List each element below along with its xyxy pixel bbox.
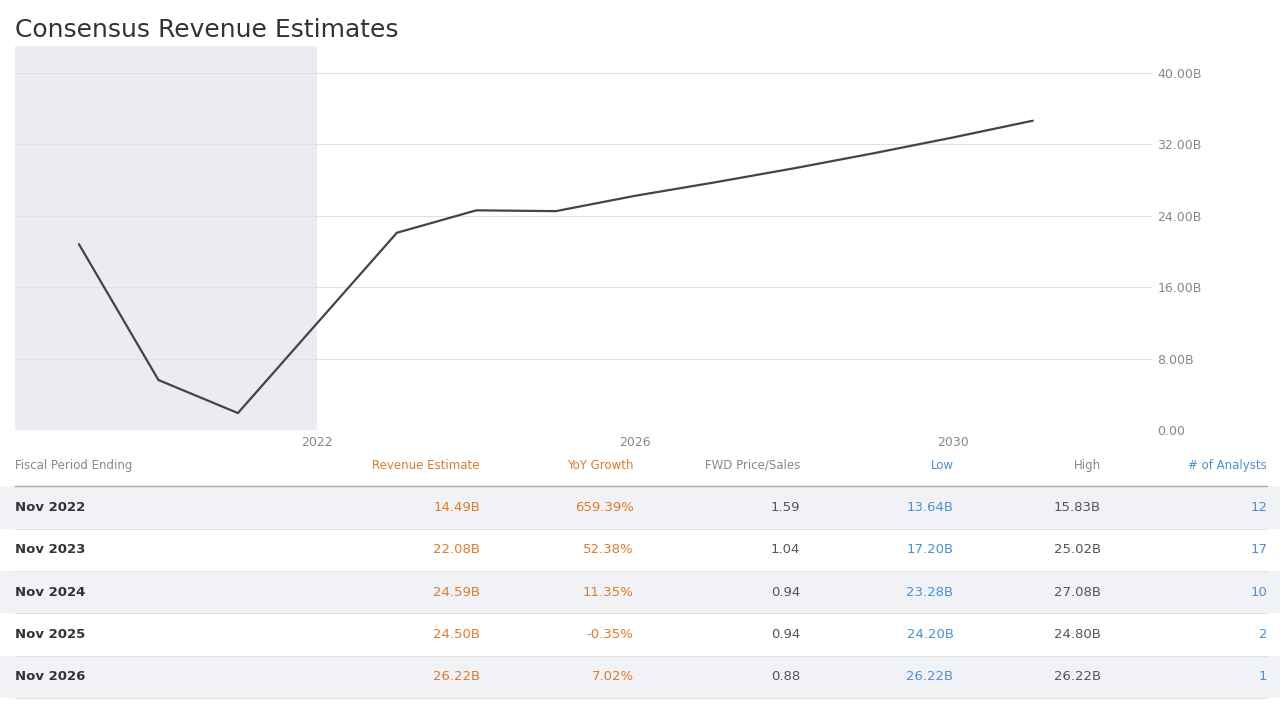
Text: 24.20B: 24.20B — [906, 628, 954, 641]
Text: 26.22B: 26.22B — [433, 670, 480, 683]
Text: # of Analysts: # of Analysts — [1188, 459, 1267, 472]
Text: 0.88: 0.88 — [771, 670, 800, 683]
Text: 17: 17 — [1251, 544, 1267, 556]
Text: High: High — [1074, 459, 1101, 472]
Text: Nov 2023: Nov 2023 — [15, 544, 86, 556]
Text: Revenue Estimate: Revenue Estimate — [372, 459, 480, 472]
Text: 659.39%: 659.39% — [575, 501, 634, 514]
Text: 27.08B: 27.08B — [1053, 586, 1101, 599]
Text: Nov 2022: Nov 2022 — [15, 501, 86, 514]
Text: 11.35%: 11.35% — [582, 586, 634, 599]
Text: 1: 1 — [1258, 670, 1267, 683]
Text: 10: 10 — [1251, 586, 1267, 599]
Text: Low: Low — [931, 459, 954, 472]
Text: 0.94: 0.94 — [771, 586, 800, 599]
Text: Consensus Revenue Estimates: Consensus Revenue Estimates — [15, 18, 399, 42]
Text: 25.02B: 25.02B — [1053, 544, 1101, 556]
Text: 0.94: 0.94 — [771, 628, 800, 641]
Text: 14.49B: 14.49B — [433, 501, 480, 514]
Text: 17.20B: 17.20B — [906, 544, 954, 556]
Text: 1.04: 1.04 — [771, 544, 800, 556]
Text: Nov 2025: Nov 2025 — [15, 628, 86, 641]
Text: 15.83B: 15.83B — [1053, 501, 1101, 514]
Text: 1.59: 1.59 — [771, 501, 800, 514]
Bar — [15, 46, 317, 430]
Text: -0.35%: -0.35% — [586, 628, 634, 641]
Text: 7.02%: 7.02% — [591, 670, 634, 683]
Text: 22.08B: 22.08B — [433, 544, 480, 556]
Text: 12: 12 — [1251, 501, 1267, 514]
Text: 13.64B: 13.64B — [906, 501, 954, 514]
Text: FWD Price/Sales: FWD Price/Sales — [705, 459, 800, 472]
Text: 24.50B: 24.50B — [433, 628, 480, 641]
Text: 52.38%: 52.38% — [582, 544, 634, 556]
Text: 26.22B: 26.22B — [1053, 670, 1101, 683]
Text: 23.28B: 23.28B — [906, 586, 954, 599]
Text: Fiscal Period Ending: Fiscal Period Ending — [15, 459, 133, 472]
Text: 2: 2 — [1258, 628, 1267, 641]
Text: 26.22B: 26.22B — [906, 670, 954, 683]
Text: YoY Growth: YoY Growth — [567, 459, 634, 472]
Text: Nov 2024: Nov 2024 — [15, 586, 86, 599]
Text: 24.59B: 24.59B — [433, 586, 480, 599]
Text: 24.80B: 24.80B — [1053, 628, 1101, 641]
Text: Nov 2026: Nov 2026 — [15, 670, 86, 683]
